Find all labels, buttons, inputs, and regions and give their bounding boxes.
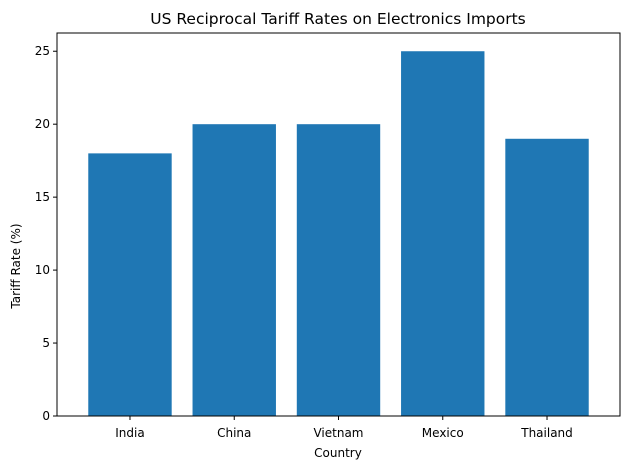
bar-thailand [505, 138, 589, 416]
y-tick-label: 0 [42, 409, 50, 423]
plot-area: India China Vietnam Mexico Thailand 0 5 10 15 20 2… [35, 32, 621, 440]
chart-title: US Reciprocal Tariff Rates on Electronic… [150, 10, 526, 28]
y-axis-label: Tariff Rate (%) [9, 223, 23, 309]
bar-india [88, 153, 172, 416]
bar-mexico [401, 51, 485, 416]
x-tick-label: Vietnam [313, 426, 363, 440]
x-axis-label: Country [314, 446, 362, 460]
bar-china [192, 124, 276, 416]
x-tick-label: Thailand [520, 426, 573, 440]
y-tick-label: 20 [35, 117, 50, 131]
y-tick-label: 5 [42, 336, 50, 350]
x-tick-label: China [217, 426, 251, 440]
y-tick-label: 25 [35, 44, 50, 58]
bar-vietnam [296, 124, 381, 416]
y-tick-label: 15 [35, 190, 50, 204]
x-tick-label: Mexico [422, 426, 464, 440]
x-tick-label: India [115, 426, 144, 440]
y-tick-label: 10 [35, 263, 50, 277]
